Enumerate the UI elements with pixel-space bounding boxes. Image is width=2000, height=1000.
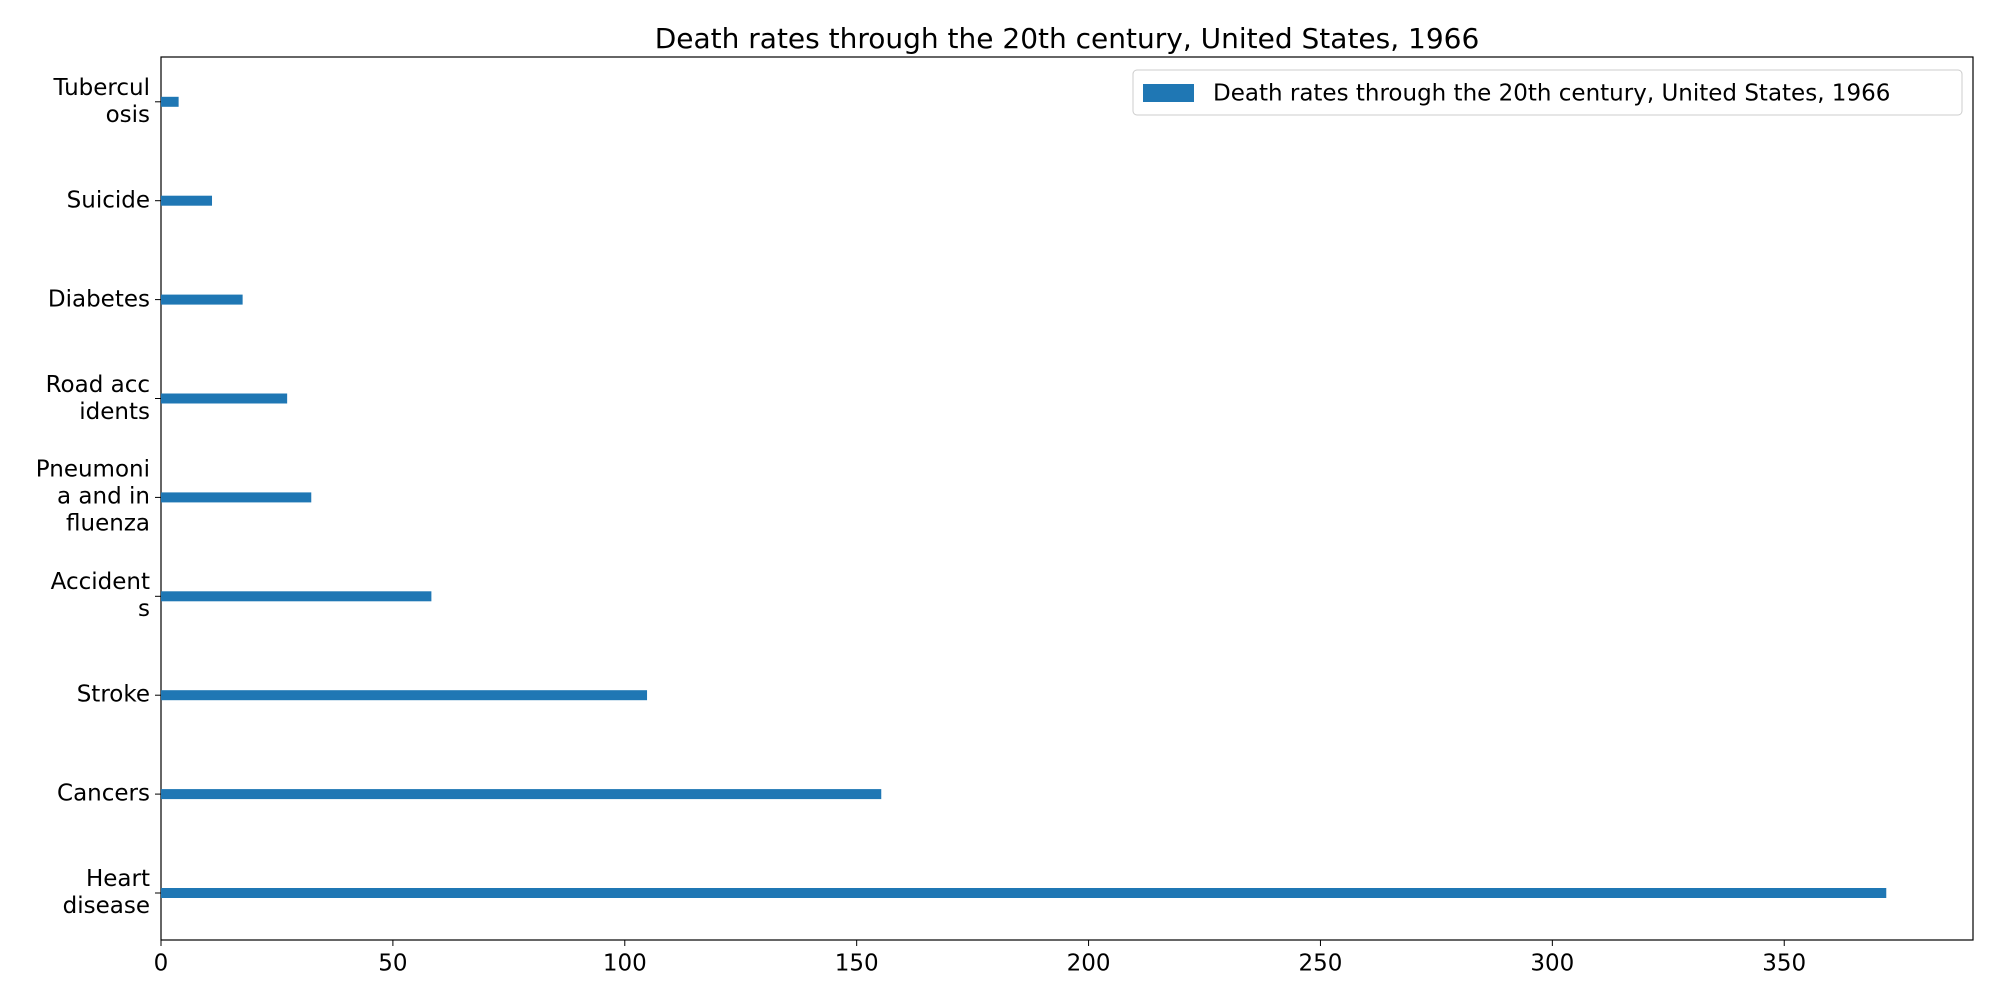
chart-title: Death rates through the 20th century, Un… bbox=[655, 22, 1480, 55]
x-tick-label: 0 bbox=[154, 951, 169, 977]
plot-frame bbox=[160, 56, 1974, 941]
bar bbox=[161, 888, 1887, 898]
y-tick-label: Accident s bbox=[50, 569, 150, 623]
bar bbox=[161, 393, 288, 404]
y-tick-label: Stroke bbox=[76, 681, 150, 708]
bar bbox=[161, 690, 648, 701]
y-tick-label: Tubercul osis bbox=[53, 74, 150, 128]
x-tick-label: 250 bbox=[1299, 951, 1343, 977]
y-tick-label: Road acc idents bbox=[45, 371, 150, 425]
legend-label: Death rates through the 20th century, Un… bbox=[1213, 81, 1890, 107]
y-tick-label: Heart disease bbox=[62, 866, 150, 919]
bar bbox=[161, 195, 213, 206]
y-tick-label: Suicide bbox=[66, 187, 150, 214]
x-tick-label: 150 bbox=[835, 951, 879, 977]
y-tick-label: Diabetes bbox=[47, 286, 150, 313]
bar bbox=[161, 294, 243, 305]
bar bbox=[161, 492, 312, 503]
x-tick-label: 200 bbox=[1067, 951, 1111, 977]
x-tick-label: 100 bbox=[603, 951, 647, 977]
y-tick-label: Pneumoni a and in fluenza bbox=[35, 456, 150, 537]
legend-swatch bbox=[1143, 84, 1194, 102]
bar bbox=[161, 96, 179, 107]
y-tick-label: Cancers bbox=[57, 780, 150, 807]
x-tick-label: 300 bbox=[1530, 951, 1574, 977]
x-tick-label: 50 bbox=[378, 951, 407, 977]
x-tick-label: 350 bbox=[1762, 951, 1806, 977]
bar bbox=[161, 789, 882, 800]
legend-box bbox=[1132, 69, 1963, 116]
bar bbox=[161, 591, 432, 602]
